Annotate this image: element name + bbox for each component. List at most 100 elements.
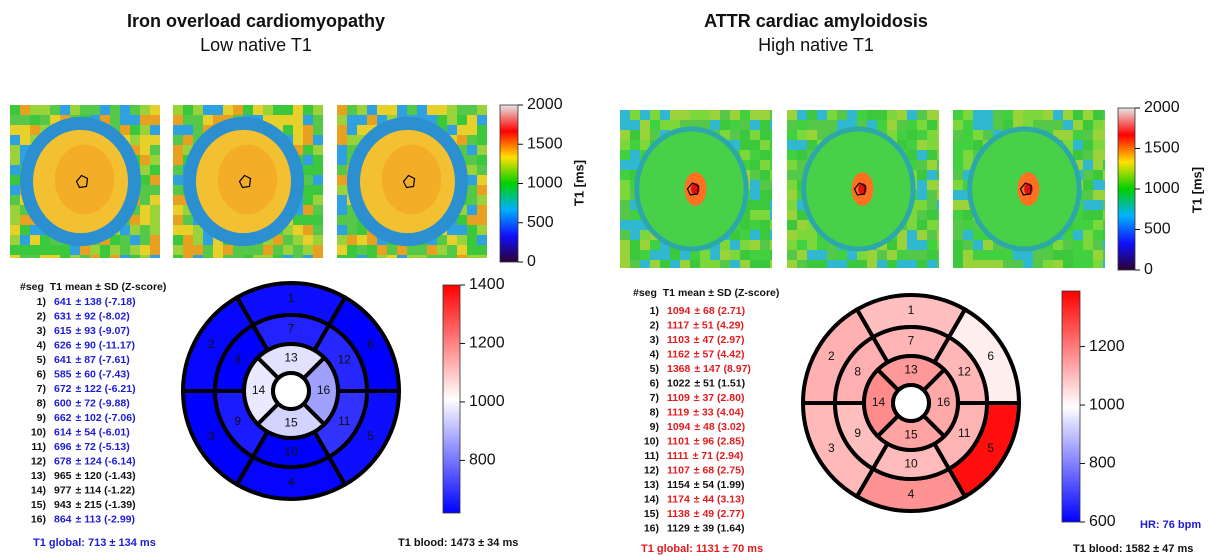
map-pixel bbox=[1093, 140, 1103, 150]
segment-detail: ± 124 (-6.14) bbox=[76, 455, 136, 467]
segment-row: 1094± 68 (2.71) bbox=[667, 305, 745, 317]
map-pixel bbox=[477, 215, 487, 225]
bullseye-label: 4 bbox=[288, 475, 295, 489]
map-pixel bbox=[650, 120, 660, 130]
map-pixel bbox=[907, 240, 917, 250]
map-pixel bbox=[1023, 260, 1033, 268]
map-pixel bbox=[937, 240, 939, 250]
map-pixel bbox=[937, 190, 939, 200]
map-pixel bbox=[797, 220, 807, 230]
segment-mean: 1162 bbox=[667, 348, 690, 360]
map-colorbar-tick-label: 0 bbox=[527, 253, 536, 270]
map-pixel bbox=[1063, 120, 1073, 130]
map-pixel bbox=[937, 150, 939, 160]
map-pixel bbox=[907, 110, 917, 120]
map-pixel bbox=[203, 115, 213, 125]
map-pixel bbox=[183, 105, 193, 115]
map-pixel bbox=[467, 135, 477, 145]
map-pixel bbox=[710, 260, 720, 268]
segment-number: 13) bbox=[31, 470, 46, 482]
bullseye-label: 8 bbox=[854, 364, 861, 378]
map-pixel bbox=[20, 125, 30, 135]
map-pixel bbox=[837, 250, 847, 260]
map-pixel bbox=[1083, 260, 1093, 268]
map-pixel bbox=[1073, 130, 1083, 140]
map-pixel bbox=[1103, 210, 1105, 220]
segment-row: 1103± 47 (2.97) bbox=[667, 334, 745, 346]
map-pixel bbox=[1013, 110, 1023, 120]
map-pixel bbox=[750, 260, 760, 268]
map-pixel bbox=[387, 255, 397, 258]
segment-detail: ± 51 (4.29) bbox=[693, 319, 744, 331]
bullseye-label: 5 bbox=[367, 429, 374, 443]
map-pixel bbox=[897, 260, 907, 268]
map-pixel bbox=[750, 160, 760, 170]
map-pixel bbox=[457, 125, 467, 135]
segment-number: 2) bbox=[37, 310, 46, 322]
map-pixel bbox=[313, 215, 323, 225]
map-pixel bbox=[120, 105, 130, 115]
map-pixel bbox=[20, 115, 30, 125]
map-pixel bbox=[1083, 250, 1093, 260]
map-pixel bbox=[917, 180, 927, 190]
map-pixel bbox=[787, 110, 797, 120]
map-pixel bbox=[347, 115, 357, 125]
map-pixel bbox=[1083, 150, 1093, 160]
map-pixel bbox=[313, 195, 323, 205]
map-pixel bbox=[457, 135, 467, 145]
map-pixel bbox=[387, 105, 397, 115]
map-pixel bbox=[620, 260, 630, 268]
map-pixel bbox=[173, 205, 183, 215]
map-pixel bbox=[447, 255, 457, 258]
map-pixel bbox=[150, 235, 160, 245]
segment-mean: 1094 bbox=[667, 305, 691, 317]
segment-mean: 672 bbox=[54, 383, 72, 395]
map-pixel bbox=[140, 255, 150, 258]
map-pixel bbox=[760, 220, 770, 230]
map-pixel bbox=[630, 150, 640, 160]
map-pixel bbox=[467, 125, 477, 135]
map-pixel bbox=[750, 120, 760, 130]
segment-row: 1094± 48 (3.02) bbox=[667, 421, 745, 433]
map-pixel bbox=[917, 190, 927, 200]
map-pixel bbox=[293, 255, 303, 258]
map-pixel bbox=[630, 120, 640, 130]
segment-row: 662± 102 (-7.06) bbox=[54, 412, 136, 424]
map-pixel bbox=[1063, 240, 1073, 250]
map-pixel bbox=[953, 150, 963, 160]
map-pixel bbox=[150, 125, 160, 135]
map-pixel bbox=[173, 135, 183, 145]
map-pixel bbox=[770, 240, 772, 250]
segment-number: 11) bbox=[644, 450, 659, 462]
map-pixel bbox=[223, 245, 233, 255]
map-pixel bbox=[620, 190, 630, 200]
segment-detail: ± 44 (3.13) bbox=[694, 493, 745, 505]
map-pixel bbox=[347, 255, 357, 258]
map-pixel bbox=[917, 230, 927, 240]
map-pixel bbox=[1073, 220, 1083, 230]
map-pixel bbox=[223, 255, 233, 258]
segment-number: 12) bbox=[31, 455, 46, 467]
map-pixel bbox=[1103, 160, 1105, 170]
segment-row: 1111± 71 (2.94) bbox=[667, 450, 743, 462]
map-pixel bbox=[817, 120, 827, 130]
map-pixel bbox=[690, 260, 700, 268]
map-pixel bbox=[303, 125, 313, 135]
map-pixel bbox=[140, 105, 150, 115]
map-pixel bbox=[477, 175, 487, 185]
map-pixel bbox=[20, 245, 30, 255]
segment-detail: ± 92 (-8.02) bbox=[76, 310, 130, 322]
segment-number: 9) bbox=[37, 412, 46, 424]
map-pixel bbox=[150, 175, 160, 185]
map-pixel bbox=[973, 240, 983, 250]
map-pixel bbox=[907, 220, 917, 230]
map-pixel bbox=[337, 105, 347, 115]
map-pixel bbox=[10, 145, 20, 155]
map-pixel bbox=[770, 110, 772, 120]
map-pixel bbox=[263, 255, 273, 258]
map-pixel bbox=[183, 125, 193, 135]
map-pixel bbox=[787, 210, 797, 220]
map-pixel bbox=[837, 260, 847, 268]
map-pixel bbox=[1083, 180, 1093, 190]
map-pixel bbox=[1093, 160, 1103, 170]
